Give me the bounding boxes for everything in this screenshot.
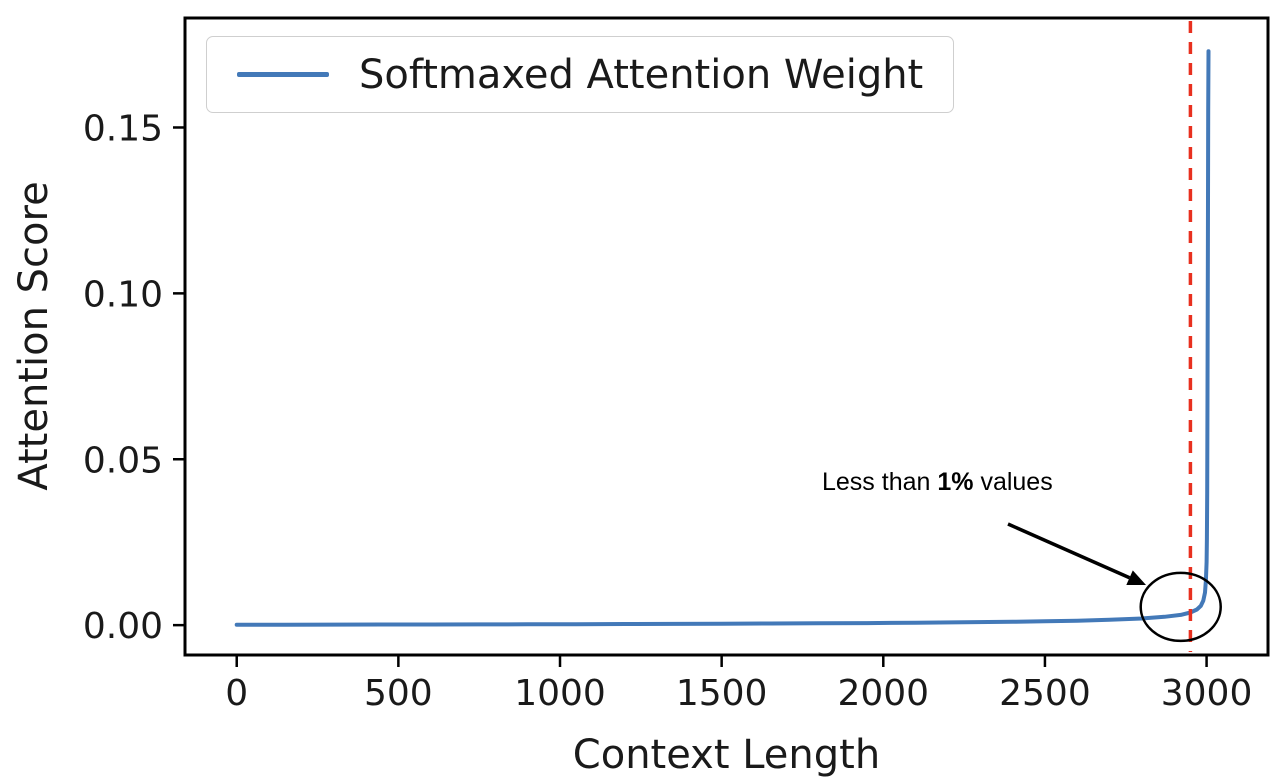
y-axis-label: Attention Score <box>11 181 57 491</box>
annotation-prefix: Less than <box>822 468 938 496</box>
x-axis-label: Context Length <box>572 732 881 778</box>
annotation-text: Less than 1% values <box>822 468 1053 497</box>
plot-border <box>183 16 1270 657</box>
y-tick-label: 0.05 <box>83 440 163 481</box>
x-tick-label: 500 <box>364 673 433 714</box>
highlight-circle <box>1139 571 1222 643</box>
x-tick-label: 2500 <box>999 673 1091 714</box>
legend: Softmaxed Attention Weight <box>206 36 955 113</box>
legend-label: Softmaxed Attention Weight <box>359 51 924 98</box>
y-tick-label: 0.15 <box>83 108 163 149</box>
annotation-bold: 1% <box>937 468 974 496</box>
x-tick-label: 1000 <box>514 673 606 714</box>
y-tick-label: 0.10 <box>83 274 163 315</box>
annotation-arrowhead <box>1126 570 1146 585</box>
annotation-suffix: values <box>973 468 1053 496</box>
annotation-arrow-shaft <box>1007 522 1131 580</box>
attention-weight-line <box>234 49 1211 627</box>
legend-line-sample <box>237 72 329 77</box>
x-tick-label: 0 <box>225 673 248 714</box>
x-tick-label: 2000 <box>837 673 929 714</box>
y-tick-label: 0.00 <box>83 606 163 647</box>
x-tick-label: 1500 <box>676 673 768 714</box>
x-tick-label: 3000 <box>1161 673 1253 714</box>
